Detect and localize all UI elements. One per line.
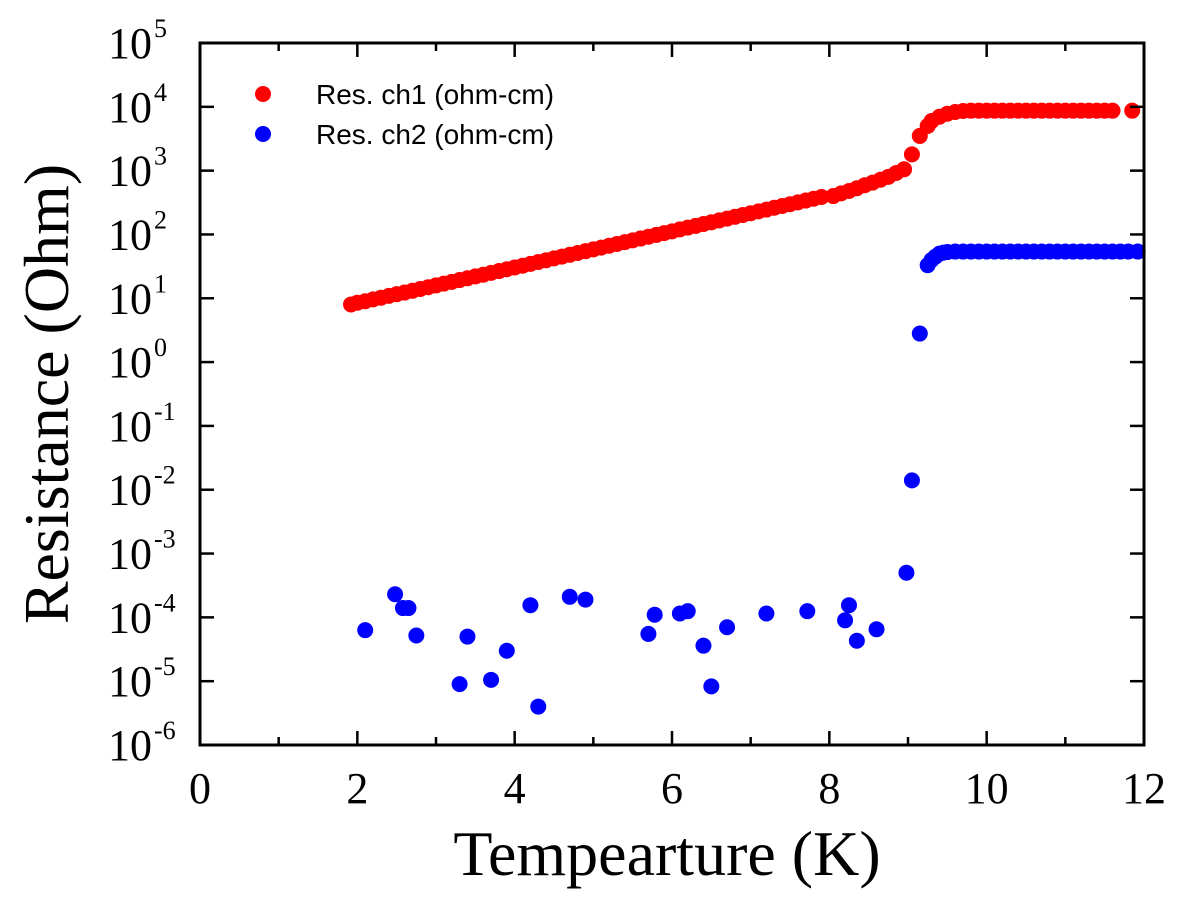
y-tick-label: 10 1	[108, 269, 167, 323]
series-2-points	[357, 243, 1146, 715]
y-tick-label-exponent: 3	[154, 142, 167, 171]
data-point	[703, 678, 720, 695]
axis-ticks	[198, 41, 1146, 747]
y-tick-label: 10 3	[108, 142, 167, 196]
x-tick-label: 10	[965, 764, 1009, 813]
y-tick-label-exponent: 0	[154, 333, 167, 362]
y-tick-label-exponent: -5	[154, 652, 176, 681]
data-point	[577, 591, 594, 608]
y-tick-label: 10 -1	[108, 397, 176, 451]
y-tick-label-base: 10	[108, 274, 152, 323]
data-point	[896, 161, 913, 178]
y-tick-label-base: 10	[108, 466, 152, 515]
data-point	[646, 606, 663, 623]
x-tick-labels: 0 2 4 6 8 10 12	[189, 764, 1166, 813]
legend-item: Res. ch1 (ohm-cm)	[255, 79, 554, 110]
data-point	[903, 146, 920, 163]
y-tick-label: 10 -2	[108, 461, 176, 515]
legend: Res. ch1 (ohm-cm) Res. ch2 (ohm-cm)	[255, 79, 554, 150]
y-tick-label: 10 4	[108, 78, 167, 132]
y-tick-label: 10 -4	[108, 588, 176, 642]
data-points	[343, 102, 1146, 715]
data-point	[408, 627, 425, 644]
x-axis-title: Tempearture (K)	[453, 818, 880, 889]
y-tick-labels: 10 -610 -510 -410 -310 -210 -110 010 110 210 310 41…	[108, 14, 176, 770]
y-tick-label-exponent: -4	[154, 588, 176, 617]
data-point	[400, 600, 417, 617]
y-tick-label-exponent: 2	[154, 205, 167, 234]
y-tick-label: 10 2	[108, 205, 167, 259]
x-tick-label: 2	[346, 764, 368, 813]
data-point	[848, 632, 865, 649]
x-tick-label: 12	[1122, 764, 1166, 813]
data-point	[898, 564, 915, 581]
legend-label: Res. ch1 (ohm-cm)	[316, 79, 554, 110]
data-point	[1124, 102, 1141, 119]
y-tick-label-base: 10	[108, 147, 152, 196]
data-point	[813, 188, 830, 205]
data-point	[561, 588, 578, 605]
y-tick-label: 10 -3	[108, 525, 176, 579]
y-tick-label-base: 10	[108, 338, 152, 387]
data-point	[911, 325, 928, 342]
x-tick-label: 4	[504, 764, 526, 813]
data-point	[387, 586, 404, 603]
y-tick-label-exponent: 5	[154, 14, 167, 43]
y-tick-label-exponent: -1	[154, 397, 176, 426]
data-point	[640, 625, 657, 642]
data-point	[357, 622, 374, 639]
y-tick-label-exponent: 4	[154, 78, 167, 107]
y-tick-label: 10 5	[108, 14, 167, 68]
data-point	[679, 603, 696, 620]
data-point	[1129, 243, 1146, 260]
data-point	[459, 628, 476, 645]
data-point	[451, 676, 468, 693]
y-tick-label-base: 10	[108, 530, 152, 579]
y-tick-label-exponent: -2	[154, 461, 176, 490]
data-point	[695, 637, 712, 654]
data-point	[498, 642, 515, 659]
y-tick-label-exponent: -3	[154, 525, 176, 554]
y-tick-label-exponent: -6	[154, 716, 176, 745]
legend-marker	[255, 86, 271, 102]
data-point	[903, 472, 920, 489]
x-tick-label: 6	[661, 764, 683, 813]
y-tick-label-base: 10	[108, 19, 152, 68]
data-point	[799, 603, 816, 620]
y-tick-label-base: 10	[108, 593, 152, 642]
legend-label: Res. ch2 (ohm-cm)	[316, 119, 554, 150]
y-tick-label-base: 10	[108, 83, 152, 132]
data-point	[837, 612, 854, 629]
data-point	[530, 698, 547, 715]
y-axis-title: Resistance (Ohm)	[11, 164, 82, 624]
data-point	[483, 671, 500, 688]
y-tick-label-base: 10	[108, 210, 152, 259]
y-tick-label: 10 0	[108, 333, 167, 387]
y-tick-label-base: 10	[108, 657, 152, 706]
data-point	[1104, 102, 1121, 119]
series-1-points	[343, 102, 1141, 313]
data-point	[868, 621, 885, 638]
y-tick-label-base: 10	[108, 721, 152, 770]
y-tick-label-base: 10	[108, 402, 152, 451]
data-point	[758, 605, 775, 622]
data-point	[841, 597, 857, 614]
y-tick-label: 10 -6	[108, 716, 176, 770]
x-tick-label: 0	[189, 764, 211, 813]
data-point	[522, 597, 539, 614]
legend-marker	[255, 126, 271, 142]
y-tick-label: 10 -5	[108, 652, 176, 706]
legend-item: Res. ch2 (ohm-cm)	[255, 119, 554, 150]
x-tick-label: 8	[818, 764, 840, 813]
data-point	[719, 619, 736, 636]
y-tick-label-exponent: 1	[154, 269, 167, 298]
